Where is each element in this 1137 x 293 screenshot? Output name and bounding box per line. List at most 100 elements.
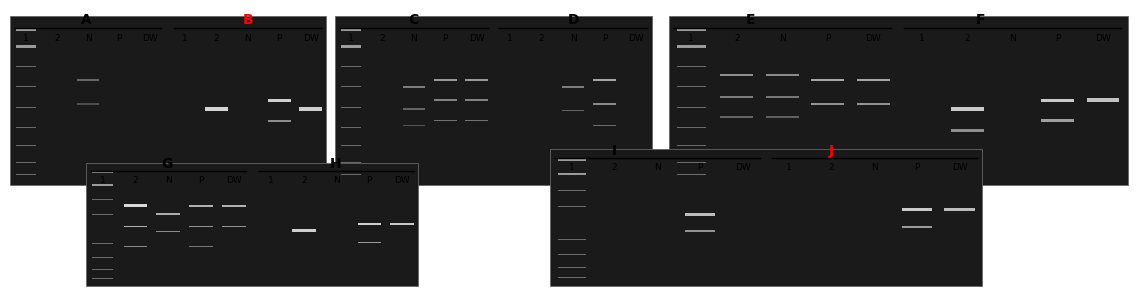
Text: C: C [408,13,420,27]
Bar [766,74,798,76]
Bar [902,226,932,228]
Bar [857,79,889,81]
Bar [341,162,362,163]
Bar [902,208,932,211]
Bar [205,107,227,111]
Bar [951,130,984,132]
Bar [684,214,715,216]
Bar [594,103,616,105]
Text: N: N [654,163,661,172]
Bar [341,145,362,146]
Text: 2: 2 [380,34,385,43]
Bar [558,254,586,255]
Bar [562,86,584,88]
Bar [434,79,457,81]
Bar [402,86,425,88]
Text: DW: DW [226,176,242,185]
Text: DW: DW [395,176,410,185]
Bar [558,159,586,161]
Bar [677,45,706,48]
Text: 2: 2 [829,163,835,172]
Bar [357,242,381,243]
Bar [92,184,114,186]
Bar [86,163,418,286]
Text: 2: 2 [735,34,739,43]
Text: 1: 1 [786,163,791,172]
Text: P: P [825,34,830,43]
Bar [292,229,316,232]
Bar [16,127,36,128]
Bar [677,145,706,146]
Bar [390,223,414,226]
Bar [558,206,586,207]
Text: P: P [442,34,448,43]
Bar [268,120,291,122]
Bar [558,277,586,278]
Bar [465,99,488,101]
Bar [124,246,148,247]
Bar [951,107,984,111]
Bar [558,239,586,240]
Bar [558,173,586,175]
Text: E: E [746,13,755,27]
Text: A: A [81,13,92,27]
Text: 2: 2 [612,163,617,172]
Text: DW: DW [142,34,158,43]
Bar [92,214,114,215]
Bar [594,125,616,126]
Text: 1: 1 [568,163,574,172]
Bar [92,243,114,244]
Bar [402,108,425,110]
Bar [1041,119,1074,122]
Text: B: B [242,13,254,27]
Bar [92,199,114,200]
Bar [812,103,844,105]
Bar [341,45,362,48]
Bar [77,79,99,81]
Text: N: N [85,34,91,43]
Text: G: G [161,157,173,171]
Bar [16,106,36,108]
Bar [268,99,291,102]
Text: 1: 1 [348,34,354,43]
Text: 1: 1 [268,176,274,185]
Text: P: P [276,34,282,43]
Text: P: P [914,163,920,172]
Bar [857,103,889,105]
Bar [677,174,706,175]
Text: N: N [570,34,576,43]
Text: 1: 1 [507,34,513,43]
Bar [465,120,488,121]
Text: 1: 1 [182,34,188,43]
Text: 2: 2 [539,34,545,43]
Text: I: I [612,144,616,158]
Text: DW: DW [1095,34,1111,43]
Bar [92,278,114,279]
Text: N: N [779,34,786,43]
Bar [92,171,114,173]
Bar [10,16,326,185]
Bar [341,127,362,128]
Text: 1: 1 [919,34,924,43]
Bar [945,208,976,211]
Bar [766,116,798,118]
Bar [335,16,652,185]
Bar [341,86,362,88]
Text: 2: 2 [55,34,60,43]
Bar [189,205,213,207]
Text: 2: 2 [964,34,970,43]
Text: DW: DW [468,34,484,43]
Text: P: P [601,34,607,43]
Bar [157,213,180,215]
Bar [299,107,322,111]
Text: P: P [117,34,122,43]
Bar [124,205,148,207]
Text: N: N [244,34,251,43]
Bar [721,96,753,98]
Bar [677,66,706,67]
Bar [124,226,148,227]
Bar [16,174,36,175]
Text: N: N [410,34,417,43]
Bar [16,45,36,48]
Text: N: N [1010,34,1015,43]
